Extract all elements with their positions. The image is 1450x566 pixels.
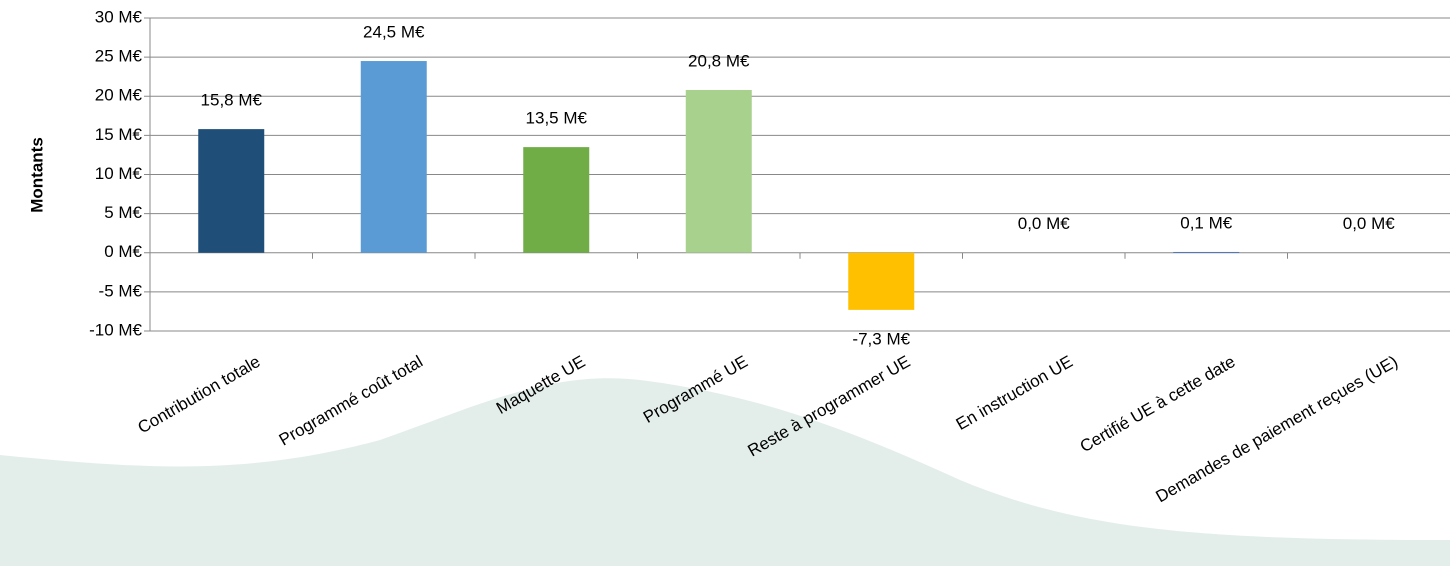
value-label: -7,3 M€ xyxy=(852,329,910,348)
value-label: 0,0 M€ xyxy=(1343,214,1396,233)
value-label: 20,8 M€ xyxy=(688,51,750,70)
y-tick-label: 15 M€ xyxy=(95,125,143,144)
bar xyxy=(360,61,427,253)
y-tick-label: 10 M€ xyxy=(95,164,143,183)
value-label: 0,0 M€ xyxy=(1018,214,1071,233)
y-tick-label: 0 M€ xyxy=(104,242,142,261)
y-tick-label: 20 M€ xyxy=(95,86,143,105)
value-label: 15,8 M€ xyxy=(201,91,263,110)
bar xyxy=(198,129,265,253)
bar xyxy=(523,147,590,253)
value-label: 0,1 M€ xyxy=(1180,213,1233,232)
x-tick-label: Certifié UE à cette date xyxy=(1077,352,1239,456)
y-tick-label: -5 M€ xyxy=(99,281,143,300)
background-wave xyxy=(0,378,1450,566)
y-tick-label: 30 M€ xyxy=(95,7,143,26)
bar xyxy=(1173,251,1240,253)
x-tick-label: Contribution totale xyxy=(134,352,263,437)
y-axis-title: Montants xyxy=(27,137,46,213)
value-label: 13,5 M€ xyxy=(526,109,588,128)
y-tick-label: 25 M€ xyxy=(95,47,143,66)
y-tick-label: -10 M€ xyxy=(89,320,142,339)
x-tick-label: En instruction UE xyxy=(953,352,1076,434)
bar xyxy=(685,89,752,253)
value-label: 24,5 M€ xyxy=(363,23,425,42)
y-tick-label: 5 M€ xyxy=(104,203,142,222)
bar xyxy=(848,252,915,310)
